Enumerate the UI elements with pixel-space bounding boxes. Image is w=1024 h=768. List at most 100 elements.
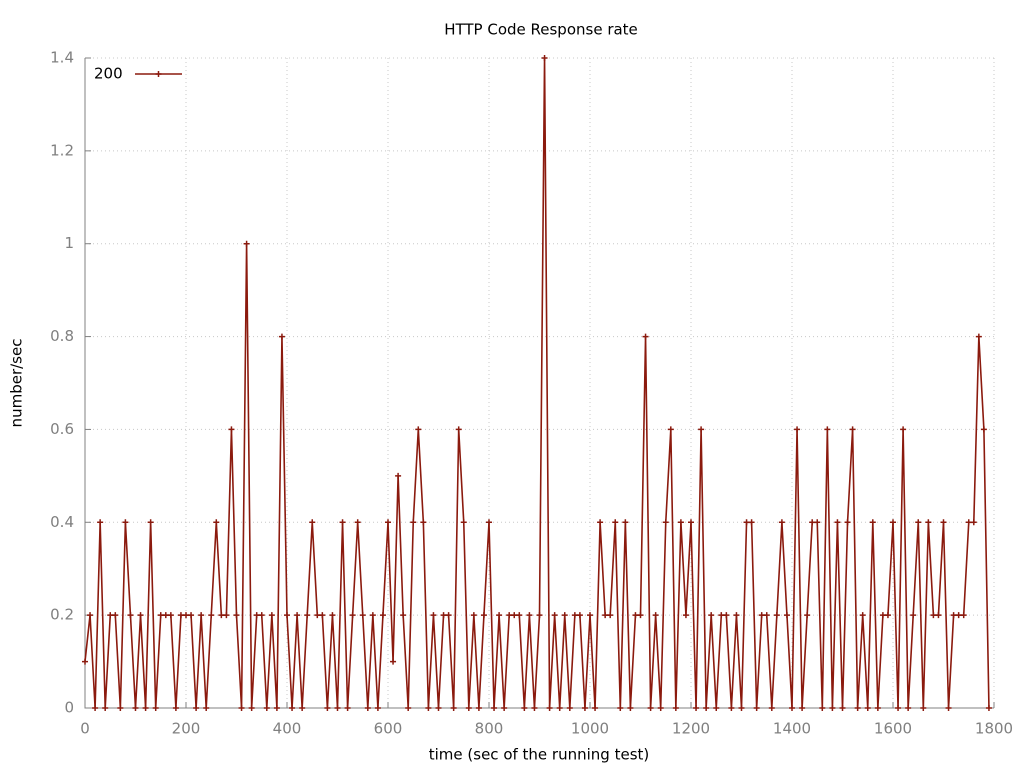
point-marker <box>546 705 553 711</box>
point-marker <box>890 519 896 526</box>
point-marker <box>82 658 88 665</box>
point-marker <box>809 519 816 526</box>
point-marker <box>289 705 296 711</box>
point-marker <box>339 519 346 526</box>
point-marker <box>612 519 619 526</box>
point-marker <box>208 612 215 619</box>
axis-border <box>84 58 994 709</box>
point-marker <box>284 612 290 619</box>
point-marker <box>263 705 270 711</box>
point-marker <box>273 705 280 711</box>
point-marker <box>688 519 694 526</box>
x-tick-label: 400 <box>273 720 302 738</box>
point-marker <box>794 426 801 433</box>
point-marker <box>698 426 705 433</box>
point-marker <box>299 705 306 711</box>
point-marker <box>799 705 806 711</box>
point-marker <box>183 612 189 619</box>
x-tick-label: 200 <box>172 720 201 738</box>
point-marker <box>177 612 184 619</box>
point-marker <box>470 612 477 619</box>
chart-title: HTTP Code Response rate <box>444 21 638 39</box>
point-marker <box>733 612 740 619</box>
point-marker <box>657 705 664 711</box>
point-marker <box>521 705 528 711</box>
point-marker <box>309 519 316 526</box>
point-marker <box>430 612 437 619</box>
point-marker <box>587 612 593 619</box>
point-marker <box>607 612 614 619</box>
point-marker <box>652 612 659 619</box>
point-marker <box>834 519 841 526</box>
point-marker <box>410 519 417 526</box>
point-marker <box>622 519 629 526</box>
point-marker <box>223 612 230 619</box>
point-marker <box>627 705 634 711</box>
point-marker <box>354 519 361 526</box>
point-marker <box>162 612 169 619</box>
point-marker <box>395 472 402 479</box>
y-tick-label: 0.2 <box>50 606 74 624</box>
point-marker <box>294 612 301 619</box>
y-tick-label: 1.4 <box>50 49 74 67</box>
point-marker <box>102 705 109 711</box>
point-marker <box>839 705 846 711</box>
point-marker <box>713 705 720 711</box>
point-marker <box>304 612 311 619</box>
point-marker <box>723 612 730 619</box>
point-marker <box>869 519 876 526</box>
x-tick-label: 1800 <box>975 720 1013 738</box>
point-marker <box>172 705 179 711</box>
point-marker <box>874 705 881 711</box>
point-marker <box>541 55 548 61</box>
point-marker <box>864 705 871 711</box>
point-marker <box>142 705 149 711</box>
point-marker <box>965 519 972 526</box>
point-marker <box>314 612 321 619</box>
point-marker <box>506 612 513 619</box>
point-marker <box>561 612 568 619</box>
point-marker <box>405 705 412 711</box>
point-marker <box>895 705 902 711</box>
point-marker <box>445 612 452 619</box>
point-marker <box>945 705 952 711</box>
point-marker <box>536 612 543 619</box>
point-marker <box>682 612 689 619</box>
point-marker <box>884 612 891 619</box>
point-marker <box>258 612 265 619</box>
point-marker <box>617 705 624 711</box>
point-marker <box>390 658 397 665</box>
point-marker <box>576 612 583 619</box>
point-marker <box>829 705 836 711</box>
point-marker <box>581 705 588 711</box>
y-tick-label: 0.8 <box>50 327 74 345</box>
point-marker <box>925 519 932 526</box>
series-line <box>84 57 990 709</box>
point-marker <box>329 612 336 619</box>
point-marker <box>900 426 907 433</box>
point-marker <box>960 612 967 619</box>
point-marker <box>915 519 922 526</box>
point-marker <box>910 612 917 619</box>
point-marker <box>465 705 472 711</box>
point-marker <box>905 705 912 711</box>
point-marker <box>374 705 381 711</box>
point-marker <box>253 612 260 619</box>
legend-marker <box>155 71 162 77</box>
point-marker <box>753 705 760 711</box>
point-marker <box>334 705 341 711</box>
point-marker <box>859 612 866 619</box>
point-marker <box>773 612 780 619</box>
point-marker <box>571 612 578 619</box>
point-marker <box>804 612 811 619</box>
point-marker <box>379 612 386 619</box>
point-marker <box>854 705 861 711</box>
point-marker <box>778 519 785 526</box>
point-marker <box>198 612 205 619</box>
y-tick-label: 1 <box>64 234 74 252</box>
point-marker <box>703 705 710 711</box>
point-marker <box>566 705 573 711</box>
point-marker <box>369 612 376 619</box>
point-marker <box>137 612 144 619</box>
